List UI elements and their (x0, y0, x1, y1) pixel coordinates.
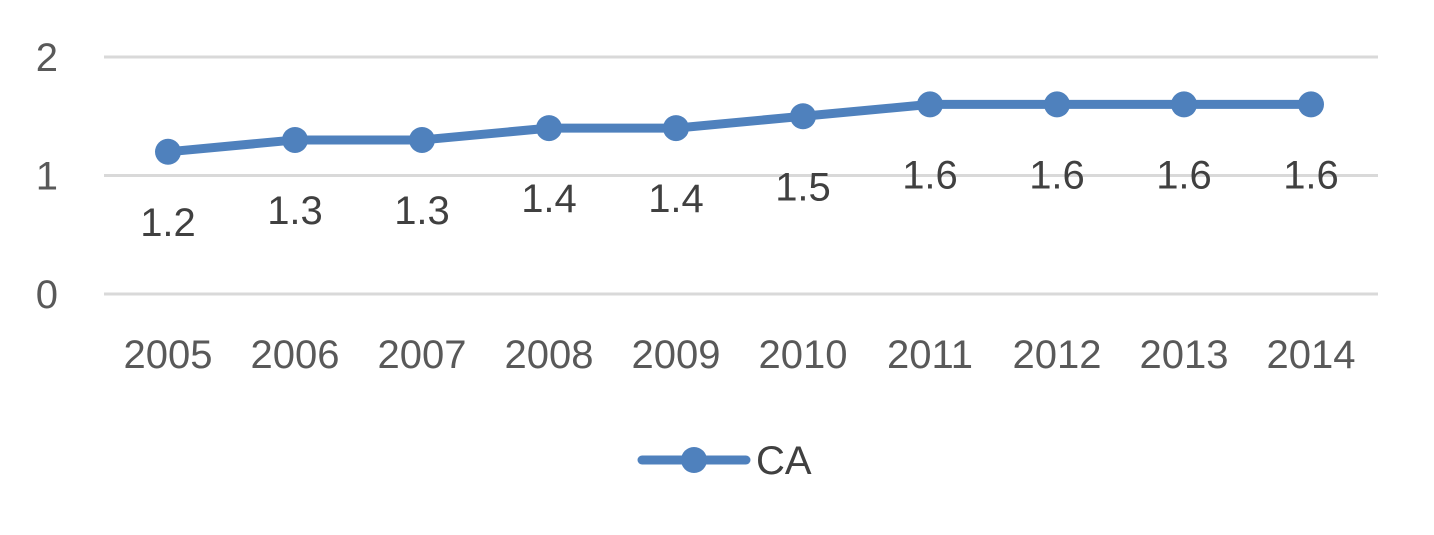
data-point (282, 126, 308, 153)
x-tick-label: 2010 (759, 333, 848, 377)
data-label: 1.5 (775, 165, 831, 209)
legend: CA (637, 439, 812, 483)
data-label: 1.3 (394, 189, 450, 233)
y-axis-ticks: 0 1 2 (36, 36, 58, 317)
data-point (663, 115, 689, 142)
data-label: 1.6 (1156, 153, 1212, 197)
data-point (155, 138, 181, 165)
data-label: 1.2 (140, 201, 196, 245)
series-line-ca (163, 99, 1316, 157)
data-label: 1.4 (648, 177, 704, 221)
legend-dot-marker (681, 447, 707, 473)
y-tick-label: 1 (36, 155, 58, 199)
data-point (917, 91, 943, 118)
data-point (409, 126, 435, 153)
series-ca (155, 91, 1324, 165)
x-tick-label: 2009 (632, 333, 721, 377)
y-tick-label: 0 (36, 273, 58, 317)
data-label: 1.3 (267, 189, 323, 233)
x-axis-ticks: 2005 2006 2007 2008 2009 2010 2011 2012 2013 2014 (124, 333, 1356, 377)
x-tick-label: 2013 (1140, 333, 1229, 377)
x-tick-label: 2005 (124, 333, 213, 377)
data-point (1044, 91, 1070, 118)
data-point (536, 115, 562, 142)
x-tick-label: 2012 (1013, 333, 1102, 377)
data-point (1171, 91, 1197, 118)
data-point (1298, 91, 1324, 118)
x-tick-label: 2006 (251, 333, 340, 377)
x-tick-label: 2011 (887, 333, 973, 377)
data-label: 1.4 (521, 177, 577, 221)
x-tick-label: 2014 (1267, 333, 1356, 377)
legend-label-ca: CA (756, 439, 812, 483)
data-point (790, 103, 816, 130)
data-labels: 1.2 1.3 1.3 1.4 1.4 1.5 1.6 1.6 1.6 1.6 (140, 153, 1339, 244)
data-label: 1.6 (1029, 153, 1085, 197)
x-tick-label: 2007 (378, 333, 467, 377)
y-tick-label: 2 (36, 36, 58, 80)
data-label: 1.6 (1283, 153, 1339, 197)
x-tick-label: 2008 (505, 333, 594, 377)
gridlines (104, 55, 1378, 296)
data-label: 1.6 (902, 153, 958, 197)
